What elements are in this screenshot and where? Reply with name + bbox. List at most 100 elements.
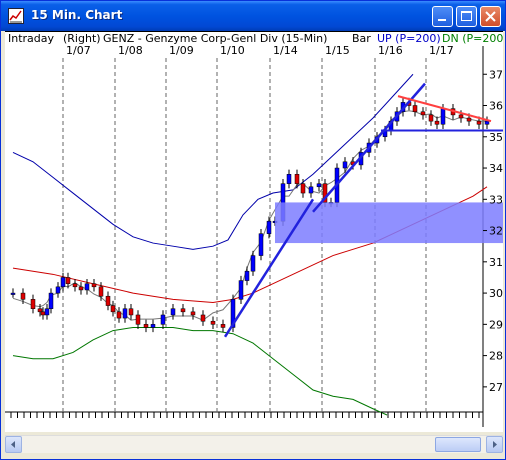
date-tick-label: 1/15 [325, 44, 350, 57]
price-candle [10, 292, 16, 295]
price-candle [180, 308, 186, 313]
price-candle [412, 105, 418, 113]
price-candle [55, 286, 61, 294]
price-tick-label: 33 [489, 193, 503, 206]
price-candle [266, 220, 272, 234]
scroll-left-button[interactable] [5, 436, 22, 453]
close-icon [485, 11, 496, 22]
price-candle [84, 283, 90, 291]
chart-app-icon [8, 8, 24, 24]
resistance-line [397, 95, 492, 123]
price-candle [210, 320, 216, 325]
price-candle [91, 283, 97, 288]
axis-side-label: (Right) [63, 32, 101, 45]
price-candle [200, 314, 206, 322]
price-tick-label: 34 [489, 162, 503, 175]
price-candle [135, 314, 141, 325]
price-candle [72, 283, 78, 288]
price-candle [466, 117, 472, 122]
price-tick-label: 30 [489, 287, 503, 300]
price-candle [116, 311, 122, 319]
price-candle [484, 120, 490, 125]
horizontal-scrollbar[interactable] [5, 435, 503, 453]
uptrend-line [223, 198, 315, 338]
maximize-button[interactable] [456, 6, 477, 27]
price-candle [190, 311, 196, 316]
price-candle [110, 305, 116, 313]
price-candle [220, 324, 226, 328]
price-candle [458, 114, 464, 119]
scroll-thumb[interactable] [435, 437, 481, 452]
price-tick-label: 36 [489, 100, 503, 113]
bar-type-label: Bar [352, 32, 371, 45]
minimize-button[interactable] [432, 6, 453, 27]
price-tick-label: 27 [489, 381, 503, 394]
price-tick-label: 37 [489, 68, 503, 81]
price-candle [170, 308, 176, 316]
price-candle [30, 299, 36, 309]
price-candle [230, 299, 236, 328]
price-candle [150, 324, 156, 328]
price-candle [286, 174, 292, 184]
price-candle [44, 308, 50, 316]
price-tick-label: 28 [489, 350, 503, 363]
uptrend-line [312, 82, 426, 213]
upper-band-line [12, 73, 414, 250]
date-tick-label: 1/08 [118, 44, 143, 57]
arrow-left-icon [11, 441, 15, 448]
price-candle [98, 286, 104, 297]
price-candle [300, 183, 306, 194]
symbol-description: GENZ - Genzyme Corp-Genl Div (15-Min) [103, 32, 327, 45]
maximize-icon [461, 11, 472, 21]
price-tick-label: 35 [489, 131, 503, 144]
price-candle [143, 324, 149, 328]
price-tick-label: 32 [489, 225, 503, 238]
date-tick-label: 1/09 [169, 44, 194, 57]
date-tick-label: 1/17 [429, 44, 454, 57]
up-band-label: UP (P=200) [377, 32, 441, 45]
price-candle [128, 308, 134, 316]
price-candle [244, 270, 250, 281]
minimize-icon [438, 19, 446, 21]
chart-area[interactable]: 1/07 1/08 1/09 1/10 1/14 1/15 1/16 1/17 27 28 29 3… [5, 31, 503, 432]
price-candle [122, 308, 128, 319]
date-tick-label: 1/10 [220, 44, 245, 57]
price-candle [105, 295, 111, 306]
price-candle [294, 174, 300, 184]
price-candle [342, 161, 348, 169]
price-candle [60, 277, 66, 288]
price-candle [78, 286, 84, 291]
window-title: 15 Min. Chart [31, 8, 123, 22]
price-tick-label: 29 [489, 318, 503, 331]
price-candle [238, 280, 244, 300]
price-chart[interactable]: 1/07 1/08 1/09 1/10 1/14 1/15 1/16 1/17 27 28 29 3… [5, 32, 503, 432]
price-candle [308, 186, 314, 194]
highlight-zone [275, 202, 503, 244]
price-candle [440, 108, 446, 125]
date-tick-label: 1/16 [378, 44, 403, 57]
down-band-label: DN (P=200) [442, 32, 503, 45]
lower-band-line [12, 326, 388, 416]
title-bar[interactable]: 15 Min. Chart [1, 1, 505, 31]
price-candle [316, 183, 322, 188]
scroll-right-button[interactable] [486, 436, 503, 453]
date-tick-label: 1/14 [273, 44, 298, 57]
price-candle [434, 120, 440, 125]
price-candle [20, 292, 26, 300]
price-candle [476, 120, 482, 125]
price-candle [40, 311, 46, 316]
date-tick-label: 1/07 [66, 44, 91, 57]
price-candle [428, 114, 434, 122]
price-tick-label: 31 [489, 256, 503, 269]
arrow-right-icon [493, 441, 497, 448]
close-button[interactable] [480, 6, 501, 27]
price-candle [65, 277, 71, 284]
price-candle [160, 314, 166, 325]
interval-label: Intraday [8, 32, 55, 45]
price-candle [258, 233, 264, 256]
price-candle [48, 292, 54, 309]
price-candle [37, 308, 43, 313]
price-candle [420, 111, 426, 116]
price-candle [250, 255, 256, 272]
